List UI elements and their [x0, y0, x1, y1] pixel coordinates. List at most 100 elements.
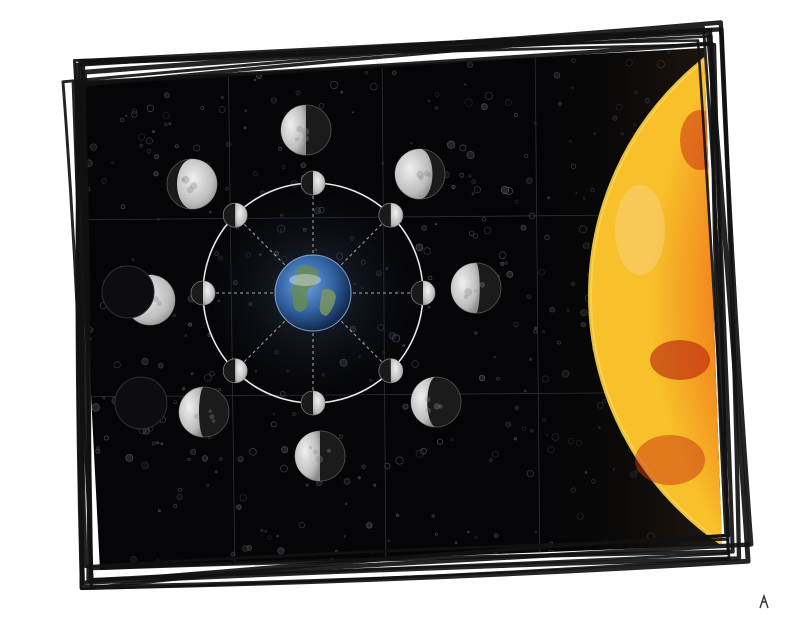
star-icon — [273, 413, 276, 416]
frame-stroke — [71, 41, 735, 571]
star-icon — [435, 223, 438, 226]
star-icon — [491, 450, 499, 458]
orbit-spoke — [340, 320, 385, 365]
phase-moon-icon — [280, 104, 332, 156]
star-icon — [270, 97, 278, 104]
star-icon — [206, 483, 210, 487]
star-icon — [361, 464, 366, 469]
star-icon — [471, 179, 476, 185]
star-icon — [451, 184, 456, 190]
star-icon — [280, 464, 288, 473]
new-moon-icon — [114, 376, 168, 430]
star-icon — [131, 52, 135, 55]
star-icon — [168, 122, 172, 126]
star-icon — [158, 509, 161, 513]
star-icon — [242, 545, 249, 552]
star-icon — [164, 92, 170, 98]
star-icon — [154, 154, 160, 160]
star-icon — [151, 441, 156, 446]
orbit-moon-icon — [410, 280, 436, 306]
star-icon — [498, 251, 507, 259]
star-icon — [374, 572, 377, 575]
corner-mark — [759, 593, 769, 609]
star-icon — [373, 483, 377, 487]
phase-moon-icon — [410, 376, 462, 428]
star-icon — [165, 48, 172, 49]
star-icon — [141, 461, 149, 470]
star-icon — [91, 403, 100, 412]
star-icon — [484, 91, 493, 100]
star-icon — [480, 103, 488, 110]
star-icon — [431, 514, 435, 518]
star-icon — [101, 178, 107, 184]
star-icon — [152, 130, 155, 133]
star-icon — [459, 144, 467, 152]
star-icon — [270, 421, 277, 428]
star-icon — [474, 536, 478, 540]
star-icon — [217, 387, 221, 392]
star-icon — [153, 171, 159, 177]
star-icon — [421, 224, 428, 231]
orbit-spoke — [241, 320, 286, 365]
star-icon — [479, 374, 486, 382]
star-icon — [157, 362, 164, 369]
frame-stroke — [75, 28, 731, 590]
star-icon — [467, 530, 470, 534]
star-icon — [120, 204, 126, 210]
star-icon — [230, 551, 236, 557]
star-icon — [473, 186, 481, 194]
star-icon — [193, 144, 201, 152]
star-icon — [145, 137, 153, 145]
star-icon — [436, 438, 443, 445]
star-icon — [366, 522, 373, 529]
orbit-spokes — [213, 193, 413, 393]
star-icon — [244, 109, 248, 112]
star-icon — [188, 322, 193, 327]
star-icon — [237, 456, 244, 463]
star-icon — [276, 535, 279, 538]
star-icon — [139, 143, 144, 148]
star-icon — [218, 106, 226, 113]
star-icon — [208, 210, 212, 214]
star-icon — [264, 530, 268, 533]
star-icon — [146, 149, 152, 154]
star-icon — [225, 187, 229, 191]
star-icon — [260, 528, 264, 532]
star-icon — [343, 478, 351, 485]
star-icon — [175, 144, 179, 149]
star-icon — [173, 504, 178, 509]
phase-moon-icon — [294, 430, 346, 482]
star-icon — [163, 122, 168, 127]
star-icon — [131, 111, 138, 118]
orbit-moon-icon — [190, 280, 216, 306]
phase-moon-icon — [394, 148, 446, 200]
star-icon — [474, 331, 478, 335]
star-icon — [387, 539, 390, 542]
star-icon — [249, 448, 257, 456]
star-icon — [146, 104, 155, 112]
orbit-moon-icon — [222, 202, 248, 228]
star-icon — [338, 434, 343, 439]
star-icon — [434, 92, 440, 97]
star-icon — [468, 174, 472, 178]
star-icon — [384, 462, 391, 469]
star-icon — [340, 90, 344, 94]
star-icon — [176, 493, 183, 501]
star-icon — [70, 297, 74, 301]
star-icon — [489, 458, 493, 462]
star-icon — [205, 48, 212, 52]
star-icon — [330, 81, 339, 90]
star-icon — [454, 541, 458, 544]
frame-stroke — [75, 39, 731, 591]
star-icon — [364, 70, 369, 75]
star-icon — [501, 185, 510, 195]
orbit-moon-icon — [378, 202, 404, 228]
star-icon — [343, 535, 347, 538]
earth-icon — [274, 254, 352, 332]
star-icon — [483, 226, 492, 235]
star-icon — [190, 372, 194, 376]
orbit-moon-icon — [300, 170, 326, 196]
star-icon — [482, 217, 487, 222]
star-icon — [95, 448, 101, 454]
star-icon — [173, 400, 177, 405]
